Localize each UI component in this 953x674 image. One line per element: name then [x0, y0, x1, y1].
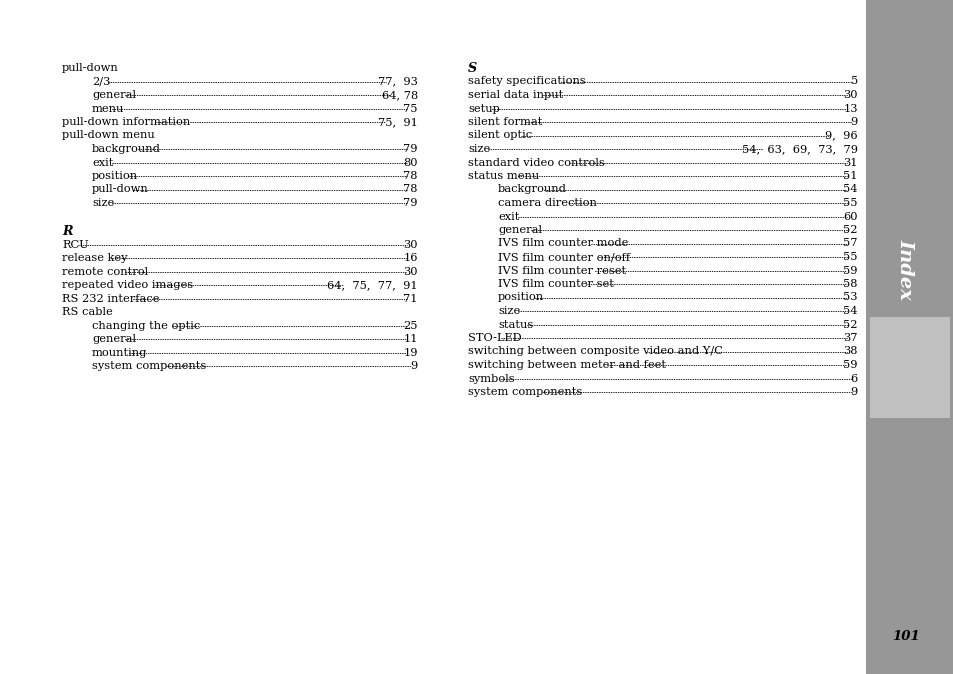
Text: 31: 31 — [842, 158, 857, 168]
Text: camera direction: camera direction — [497, 198, 597, 208]
Text: 5: 5 — [850, 77, 857, 86]
Text: serial data input: serial data input — [468, 90, 562, 100]
Text: RS 232 interface: RS 232 interface — [62, 294, 159, 304]
Text: 9: 9 — [850, 387, 857, 397]
Text: 6: 6 — [850, 373, 857, 384]
Text: RS cable: RS cable — [62, 307, 112, 317]
Text: 79: 79 — [403, 144, 417, 154]
Text: 53: 53 — [842, 293, 857, 303]
Text: IVS film counter on/off: IVS film counter on/off — [497, 252, 630, 262]
Text: exit: exit — [91, 158, 113, 168]
Text: system components: system components — [91, 361, 206, 371]
Text: 9: 9 — [850, 117, 857, 127]
Text: general: general — [497, 225, 541, 235]
Text: general: general — [91, 90, 136, 100]
Text: repeated video images: repeated video images — [62, 280, 193, 290]
Text: 30: 30 — [403, 240, 417, 250]
Text: R: R — [62, 225, 72, 238]
Text: mounting: mounting — [91, 348, 147, 358]
Text: 37: 37 — [842, 333, 857, 343]
Text: 55: 55 — [842, 198, 857, 208]
Text: 59: 59 — [842, 266, 857, 276]
Bar — [869, 317, 949, 418]
Text: switching between meter and feet: switching between meter and feet — [468, 360, 665, 370]
Text: pull-down: pull-down — [91, 185, 149, 195]
Text: pull-down information: pull-down information — [62, 117, 190, 127]
Text: RCU: RCU — [62, 240, 89, 250]
Text: release key: release key — [62, 253, 128, 264]
Text: IVS film counter reset: IVS film counter reset — [497, 266, 625, 276]
Text: silent format: silent format — [468, 117, 542, 127]
Text: 64, 78: 64, 78 — [381, 90, 417, 100]
Text: 54,  63,  69,  73,  79: 54, 63, 69, 73, 79 — [741, 144, 857, 154]
Text: 78: 78 — [403, 171, 417, 181]
Text: 77,  93: 77, 93 — [377, 77, 417, 86]
Text: 51: 51 — [842, 171, 857, 181]
Text: IVS film counter mode: IVS film counter mode — [497, 239, 628, 249]
Text: pull-down: pull-down — [62, 63, 118, 73]
Text: 13: 13 — [842, 104, 857, 113]
Text: position: position — [497, 293, 543, 303]
Text: 78: 78 — [403, 185, 417, 195]
Text: 60: 60 — [842, 212, 857, 222]
Text: 30: 30 — [842, 90, 857, 100]
Text: 54: 54 — [842, 185, 857, 195]
Text: 59: 59 — [842, 360, 857, 370]
Text: 19: 19 — [403, 348, 417, 358]
Text: 11: 11 — [403, 334, 417, 344]
Text: status menu: status menu — [468, 171, 538, 181]
Text: general: general — [91, 334, 136, 344]
Text: exit: exit — [497, 212, 518, 222]
Text: pull-down menu: pull-down menu — [62, 131, 154, 140]
Text: 71: 71 — [403, 294, 417, 304]
Text: standard video controls: standard video controls — [468, 158, 604, 168]
Text: STO-LED: STO-LED — [468, 333, 521, 343]
Text: 16: 16 — [403, 253, 417, 264]
Text: 75,  91: 75, 91 — [377, 117, 417, 127]
Text: 52: 52 — [842, 319, 857, 330]
Text: 101: 101 — [891, 630, 919, 644]
Text: 54: 54 — [842, 306, 857, 316]
Text: 30: 30 — [403, 267, 417, 277]
Text: 58: 58 — [842, 279, 857, 289]
Text: system components: system components — [468, 387, 581, 397]
Text: menu: menu — [91, 104, 124, 113]
Text: changing the optic: changing the optic — [91, 321, 200, 331]
Bar — [865, 0, 953, 674]
Text: remote control: remote control — [62, 267, 148, 277]
Text: setup: setup — [468, 104, 499, 113]
Text: IVS film counter set: IVS film counter set — [497, 279, 613, 289]
Text: 64,  75,  77,  91: 64, 75, 77, 91 — [327, 280, 417, 290]
Text: 38: 38 — [842, 346, 857, 357]
Text: status: status — [497, 319, 533, 330]
Text: symbols: symbols — [468, 373, 514, 384]
Text: background: background — [91, 144, 161, 154]
Text: size: size — [497, 306, 519, 316]
Text: background: background — [497, 185, 566, 195]
Text: 2/3: 2/3 — [91, 77, 111, 86]
Text: 55: 55 — [842, 252, 857, 262]
Text: Index: Index — [896, 239, 914, 300]
Text: size: size — [91, 198, 114, 208]
Text: 57: 57 — [842, 239, 857, 249]
Text: 79: 79 — [403, 198, 417, 208]
Text: S: S — [468, 61, 476, 75]
Text: 80: 80 — [403, 158, 417, 168]
Text: size: size — [468, 144, 490, 154]
Text: 52: 52 — [842, 225, 857, 235]
Text: silent optic: silent optic — [468, 131, 532, 140]
Text: switching between composite video and Y/C: switching between composite video and Y/… — [468, 346, 722, 357]
Text: 25: 25 — [403, 321, 417, 331]
Text: 9: 9 — [411, 361, 417, 371]
Text: safety specifications: safety specifications — [468, 77, 585, 86]
Text: 9,  96: 9, 96 — [824, 131, 857, 140]
Text: position: position — [91, 171, 138, 181]
Text: 75: 75 — [403, 104, 417, 113]
